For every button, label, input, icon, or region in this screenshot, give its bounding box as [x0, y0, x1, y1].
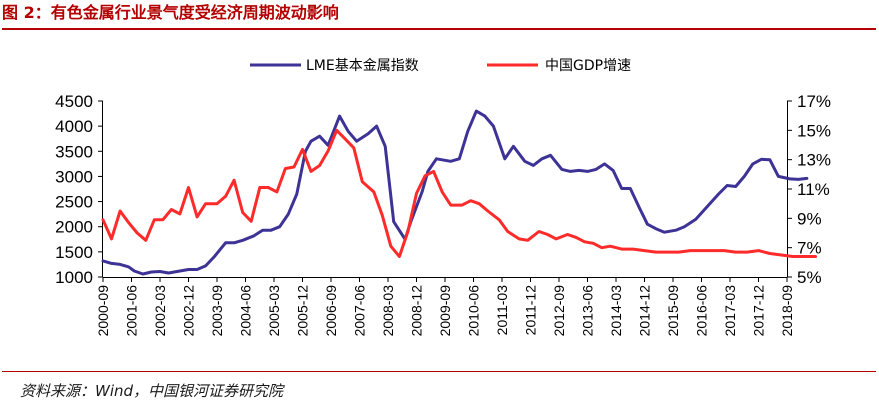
x-tick-label: 2012-09	[551, 285, 567, 337]
x-tick-label: 2002-03	[152, 285, 168, 337]
x-tick-label: 2004-06	[238, 285, 254, 337]
x-tick-label: 2008-12	[409, 285, 425, 337]
x-tick-label: 2006-09	[323, 285, 339, 337]
x-tick-label: 2000-09	[95, 285, 111, 337]
source-note: 资料来源：Wind，中国银河证券研究院	[20, 382, 284, 400]
title-rule	[2, 28, 876, 30]
x-tick-label: 2018-09	[779, 285, 795, 337]
y-tick-label-right: 5%	[797, 268, 822, 287]
figure-title: 图 2：有色金属行业景气度受经济周期波动影响	[2, 3, 339, 22]
x-tick-label: 2013-06	[580, 285, 596, 337]
x-tick-label: 2014-12	[637, 285, 653, 337]
source-rule	[2, 371, 876, 372]
y-tick-label-right: 13%	[797, 151, 831, 170]
x-tick-label: 2010-06	[466, 285, 482, 337]
chart-axes: 1000 1500 2000 2500 3000 3500 4000 4500 5% 7% 9% 11…	[55, 92, 831, 336]
y-tick-label-left: 3500	[55, 142, 93, 161]
y-tick-label-left: 3000	[55, 167, 93, 186]
legend-item-lme-label: LME基本金属指数	[306, 57, 419, 74]
y-tick-label-right: 11%	[797, 180, 830, 199]
y-tick-label-left: 1500	[55, 243, 93, 262]
chart-series	[101, 109, 817, 276]
x-tick-label: 2002-12	[181, 285, 197, 337]
x-tick-label: 2005-03	[266, 285, 282, 337]
series-line-gdp	[101, 128, 817, 258]
y-tick-label-left: 4000	[55, 117, 93, 136]
chart-legend: LME基本金属指数 中国GDP增速	[250, 57, 631, 74]
y-tick-label-left: 2500	[55, 193, 93, 212]
x-tick-label: 2005-12	[295, 285, 311, 337]
x-tick-label: 2016-06	[694, 285, 710, 337]
x-tick-label: 2003-09	[209, 285, 225, 337]
x-tick-label: 2008-03	[380, 285, 396, 337]
line-chart: LME基本金属指数 中国GDP增速 1000 1500 2000 2500 3000 350…	[55, 57, 831, 336]
x-tick-label: 2007-06	[352, 285, 368, 337]
y-tick-label-right: 9%	[797, 209, 822, 228]
x-tick-label: 2009-09	[437, 285, 453, 337]
x-tick-label: 2014-03	[608, 285, 624, 337]
x-tick-label: 2001-06	[124, 285, 140, 337]
x-tick-label: 2011-12	[523, 285, 539, 336]
legend-item-gdp-label: 中国GDP增速	[545, 58, 631, 74]
y-tick-label-right: 17%	[797, 92, 831, 111]
series-line-lme	[101, 109, 809, 276]
y-tick-label-left: 1000	[55, 268, 93, 287]
y-tick-label-left: 4500	[55, 92, 93, 111]
x-tick-label: 2017-12	[751, 285, 767, 337]
x-tick-label: 2015-09	[665, 285, 681, 337]
y-tick-label-right: 15%	[797, 121, 831, 140]
x-tick-label: 2011-03	[494, 285, 510, 336]
y-tick-label-left: 2000	[55, 218, 93, 237]
y-tick-label-right: 7%	[797, 239, 822, 258]
x-tick-label: 2017-03	[722, 285, 738, 337]
